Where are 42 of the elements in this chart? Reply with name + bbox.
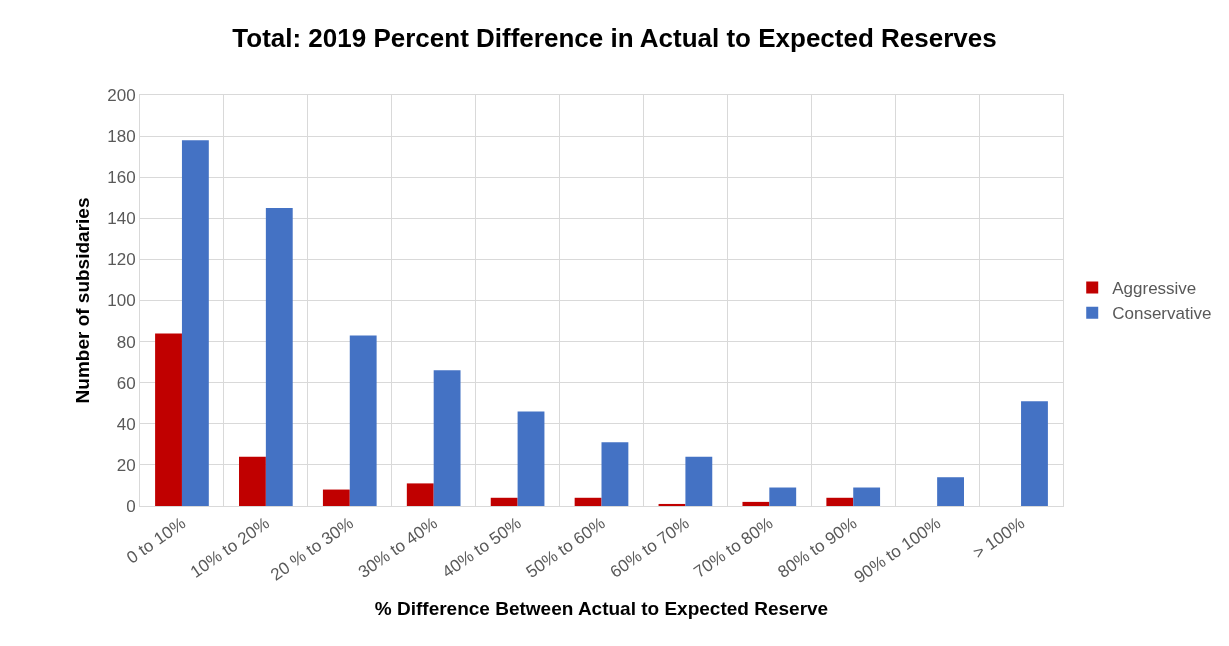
bar [406,483,434,506]
x-tick-label: 50% to 60% [522,513,609,582]
y-tick-label: 160 [107,168,136,188]
bar [433,370,461,506]
x-tick-label: 0 to 10% [123,513,190,568]
bar [853,487,881,506]
legend-label: Conservative [1112,304,1212,324]
y-tick-label: 0 [126,496,136,516]
bar [490,497,518,506]
bar [769,487,797,506]
bar [742,501,770,506]
x-axis-title: % Difference Between Actual to Expected Reserve [374,597,829,619]
y-tick-label: 200 [107,85,136,105]
x-tick-label: 30% to 40% [354,513,441,582]
bar [349,335,377,506]
bar [155,333,182,506]
y-axis-title: Number of subsidaries [72,197,94,404]
bar [937,477,964,506]
legend-label: Aggressive [1112,279,1197,299]
y-tick-label: 80 [116,332,136,352]
x-tick-label: 70% to 80% [690,513,777,582]
bar [574,497,602,506]
bar [322,489,350,506]
bar [265,208,293,506]
bar [239,456,266,506]
bar [517,411,545,506]
y-tick-label: 180 [107,127,136,147]
bar [1021,401,1048,506]
bar [685,456,713,506]
x-tick-label: 60% to 70% [606,513,693,582]
y-tick-label: 60 [116,373,136,393]
bar [658,503,686,506]
y-tick-label: 40 [116,414,136,434]
y-tick-label: 100 [107,291,136,311]
y-tick-label: 140 [107,209,136,229]
y-tick-label: 120 [107,250,136,270]
x-tick-label: 40% to 50% [438,513,525,582]
chart-title: Total: 2019 Percent Difference in Actual to Expected Reserves [232,23,997,54]
bar [601,442,629,506]
y-tick-label: 20 [116,455,136,475]
bar [181,140,209,506]
bar [826,497,854,506]
